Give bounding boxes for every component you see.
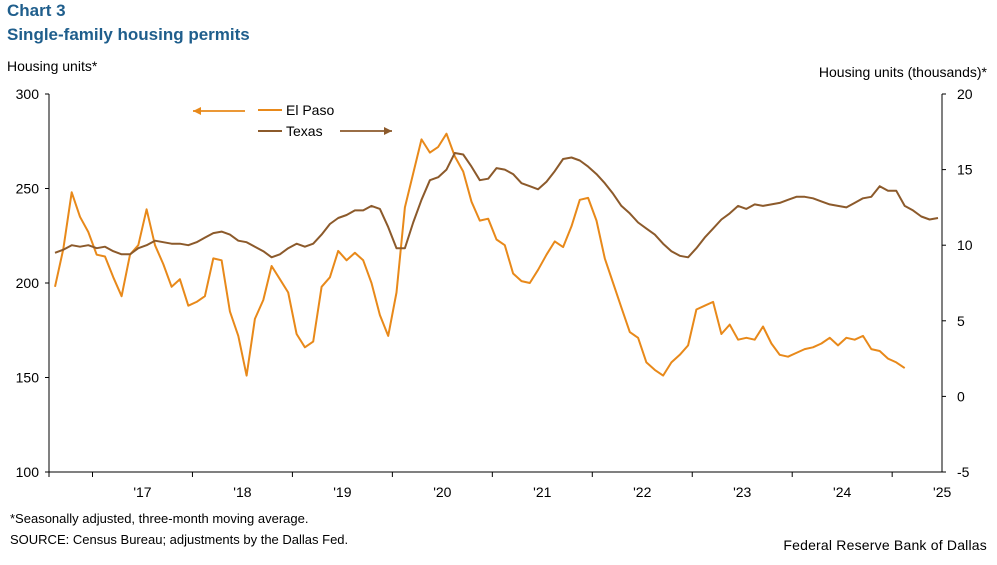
left-axis-tick-label: 200 [16,275,40,291]
right-axis-tick-label: 0 [957,388,965,404]
right-axis-tick-label: 20 [957,86,973,102]
legend-label-el-paso: El Paso [286,102,334,118]
legend-arrow-el-paso-head [193,107,201,115]
x-axis-tick-label: '23 [733,484,751,500]
series-layer [54,132,939,377]
x-axis-tick-label: '24 [833,484,851,500]
legend-label-texas: Texas [286,123,323,139]
right-axis-unit-label: Housing units (thousands)* [818,64,987,80]
left-axis-unit-label: Housing units* [7,58,98,74]
right-axis-tick-label: 5 [957,313,965,329]
series-line-texas [54,152,939,259]
legend: El Paso Texas [193,102,392,139]
x-axis-tick-label: '18 [233,484,251,500]
footnote: *Seasonally adjusted, three-month moving… [10,511,309,526]
right-axis-tick-label: -5 [957,464,970,480]
publisher-credit: Federal Reserve Bank of Dallas [783,537,987,553]
x-axis-tick-label: '17 [133,484,151,500]
x-axis-tick-label: '20 [433,484,451,500]
right-axis-tick-label: 15 [957,162,973,178]
left-axis-tick-label: 300 [16,86,40,102]
legend-arrow-texas-head [384,127,392,135]
x-axis-tick-label: '21 [533,484,551,500]
left-axis-tick-label: 100 [16,464,40,480]
x-axis-tick-label: '19 [333,484,351,500]
left-axis-tick-label: 150 [16,370,40,386]
left-axis-tick-label: 250 [16,181,40,197]
source-note: SOURCE: Census Bureau; adjustments by th… [10,532,349,547]
axes-layer: 100 150 200 250 300 -5 0 5 10 15 20 '17 '18 '19 '20 '21… [16,86,973,500]
x-axis-tick-label: '25 [933,484,951,500]
right-axis-tick-label: 10 [957,237,973,253]
series-line-el-paso [54,132,906,377]
chart-title: Single-family housing permits [7,25,250,44]
chart-number: Chart 3 [7,1,66,20]
x-axis-tick-label: '22 [633,484,651,500]
